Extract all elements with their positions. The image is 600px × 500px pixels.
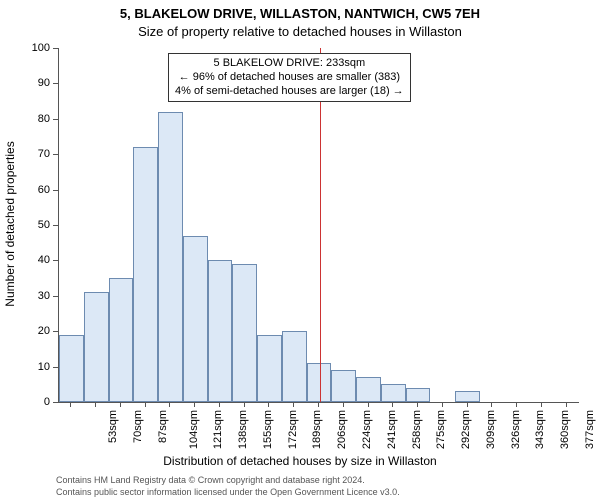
histogram-bar bbox=[84, 292, 109, 402]
footer-line2: Contains public sector information licen… bbox=[56, 487, 400, 497]
histogram-bar bbox=[381, 384, 406, 402]
footer-line1: Contains HM Land Registry data © Crown c… bbox=[56, 475, 365, 485]
x-axis-label: Distribution of detached houses by size … bbox=[0, 454, 600, 468]
y-tick-label: 60 bbox=[28, 184, 50, 196]
x-tick-mark bbox=[566, 402, 567, 407]
x-tick-mark bbox=[491, 402, 492, 407]
x-tick-label: 172sqm bbox=[287, 410, 299, 449]
histogram-bar bbox=[232, 264, 257, 402]
x-tick-mark bbox=[467, 402, 468, 407]
x-tick-label: 70sqm bbox=[132, 410, 144, 443]
x-tick-label: 343sqm bbox=[534, 410, 546, 449]
x-tick-mark bbox=[516, 402, 517, 407]
x-tick-mark bbox=[318, 402, 319, 407]
y-tick-label: 90 bbox=[28, 77, 50, 89]
y-tick-label: 40 bbox=[28, 254, 50, 266]
x-tick-label: 275sqm bbox=[435, 410, 447, 449]
x-tick-mark bbox=[392, 402, 393, 407]
y-axis-label: Number of detached properties bbox=[3, 47, 17, 401]
histogram-bar bbox=[183, 236, 208, 402]
y-tick-label: 20 bbox=[28, 325, 50, 337]
chart-title-line1: 5, BLAKELOW DRIVE, WILLASTON, NANTWICH, … bbox=[0, 6, 600, 21]
histogram-bar bbox=[282, 331, 307, 402]
x-tick-label: 292sqm bbox=[460, 410, 472, 449]
x-tick-mark bbox=[343, 402, 344, 407]
x-tick-label: 377sqm bbox=[584, 410, 596, 449]
x-tick-mark bbox=[244, 402, 245, 407]
chart-title-line2: Size of property relative to detached ho… bbox=[0, 24, 600, 39]
x-tick-label: 155sqm bbox=[262, 410, 274, 449]
x-tick-label: 206sqm bbox=[336, 410, 348, 449]
y-tick-label: 0 bbox=[28, 396, 50, 408]
annotation-line3: 4% of semi-detached houses are larger (1… bbox=[175, 85, 404, 99]
x-tick-mark bbox=[368, 402, 369, 407]
histogram-bar bbox=[109, 278, 134, 402]
x-tick-label: 309sqm bbox=[485, 410, 497, 449]
y-tick-mark bbox=[53, 225, 58, 226]
annotation-box: 5 BLAKELOW DRIVE: 233sqm ← 96% of detach… bbox=[168, 53, 411, 102]
x-tick-label: 189sqm bbox=[312, 410, 324, 449]
x-tick-mark bbox=[95, 402, 96, 407]
y-tick-mark bbox=[53, 296, 58, 297]
histogram-bar bbox=[158, 112, 183, 402]
x-tick-mark bbox=[268, 402, 269, 407]
histogram-bar bbox=[331, 370, 356, 402]
x-tick-mark bbox=[194, 402, 195, 407]
x-tick-label: 104sqm bbox=[188, 410, 200, 449]
x-tick-mark bbox=[219, 402, 220, 407]
x-tick-mark bbox=[417, 402, 418, 407]
y-tick-mark bbox=[53, 367, 58, 368]
y-tick-mark bbox=[53, 48, 58, 49]
x-tick-mark bbox=[70, 402, 71, 407]
x-tick-mark bbox=[145, 402, 146, 407]
y-tick-mark bbox=[53, 154, 58, 155]
histogram-bar bbox=[455, 391, 480, 402]
x-tick-label: 241sqm bbox=[386, 410, 398, 449]
y-tick-label: 30 bbox=[28, 290, 50, 302]
y-tick-label: 100 bbox=[28, 42, 50, 54]
y-tick-label: 80 bbox=[28, 113, 50, 125]
x-tick-label: 258sqm bbox=[411, 410, 423, 449]
x-tick-label: 138sqm bbox=[237, 410, 249, 449]
y-tick-mark bbox=[53, 260, 58, 261]
x-tick-mark bbox=[442, 402, 443, 407]
y-tick-mark bbox=[53, 402, 58, 403]
x-tick-label: 87sqm bbox=[157, 410, 169, 443]
histogram-bar bbox=[257, 335, 282, 402]
y-tick-mark bbox=[53, 190, 58, 191]
x-tick-mark bbox=[541, 402, 542, 407]
histogram-bar bbox=[208, 260, 233, 402]
histogram-bar bbox=[59, 335, 84, 402]
x-tick-label: 360sqm bbox=[559, 410, 571, 449]
annotation-line2: ← 96% of detached houses are smaller (38… bbox=[175, 71, 404, 85]
y-tick-mark bbox=[53, 119, 58, 120]
annotation-line1: 5 BLAKELOW DRIVE: 233sqm bbox=[175, 57, 404, 71]
chart-container: 5, BLAKELOW DRIVE, WILLASTON, NANTWICH, … bbox=[0, 0, 600, 500]
histogram-bar bbox=[133, 147, 158, 402]
x-tick-mark bbox=[293, 402, 294, 407]
x-tick-label: 326sqm bbox=[510, 410, 522, 449]
x-tick-mark bbox=[169, 402, 170, 407]
histogram-bar bbox=[356, 377, 381, 402]
y-tick-mark bbox=[53, 83, 58, 84]
x-tick-label: 53sqm bbox=[107, 410, 119, 443]
y-tick-label: 70 bbox=[28, 148, 50, 160]
y-tick-label: 50 bbox=[28, 219, 50, 231]
x-tick-mark bbox=[120, 402, 121, 407]
x-tick-label: 224sqm bbox=[361, 410, 373, 449]
y-tick-label: 10 bbox=[28, 361, 50, 373]
x-tick-label: 121sqm bbox=[213, 410, 225, 449]
histogram-bar bbox=[307, 363, 332, 402]
histogram-bar bbox=[406, 388, 431, 402]
y-tick-mark bbox=[53, 331, 58, 332]
